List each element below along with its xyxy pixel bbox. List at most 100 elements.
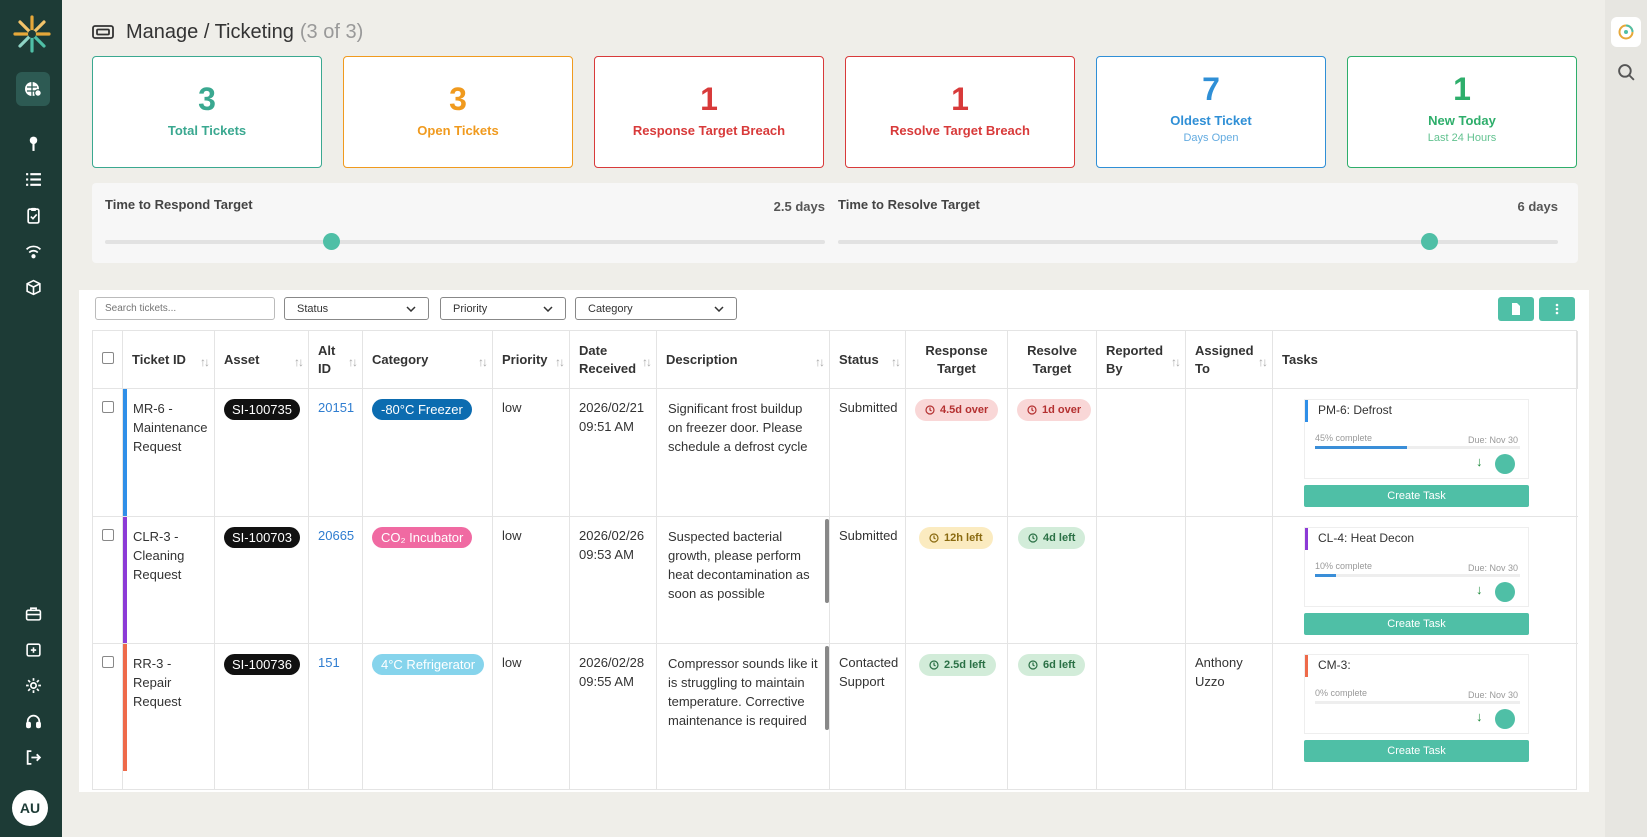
logout-icon[interactable] (24, 748, 42, 766)
clipboard-icon[interactable] (24, 206, 42, 224)
row-checkbox[interactable] (102, 656, 114, 668)
sort-icon[interactable]: ↑↓ (891, 355, 901, 369)
row-accent-bar (123, 389, 127, 516)
wifi-icon[interactable] (24, 242, 42, 260)
alt-id-link[interactable]: 20151 (318, 400, 355, 415)
task-due-date: Due: Nov 30 (1467, 690, 1518, 700)
respond-target-handle[interactable] (322, 233, 340, 250)
sidebar-item-dashboard[interactable] (16, 72, 50, 106)
summary-card[interactable]: 1 New Today Last 24 Hours (1347, 56, 1577, 168)
col-assigned-to[interactable]: Assigned To ↑↓ (1186, 331, 1273, 389)
col-status[interactable]: Status ↑↓ (830, 331, 906, 389)
ticket-id[interactable]: RR-3 - Repair Request (133, 656, 182, 709)
summary-card[interactable]: 3 Total Tickets (92, 56, 322, 168)
sort-icon[interactable]: ↑↓ (1171, 355, 1181, 369)
ticket-id[interactable]: CLR-3 - Cleaning Request (133, 529, 185, 582)
select-all-cell (93, 331, 123, 389)
description-text: Significant frost buildup on freezer doo… (668, 401, 808, 454)
ticket-icon (92, 25, 114, 39)
search-button[interactable] (1611, 57, 1641, 87)
sort-icon[interactable]: ↑↓ (478, 355, 488, 369)
sort-icon[interactable]: ↑↓ (294, 355, 304, 369)
sort-icon[interactable]: ↑↓ (1258, 355, 1268, 369)
create-task-button[interactable]: Create Task (1304, 613, 1529, 635)
col-alt-id[interactable]: Alt ID ↑↓ (309, 331, 363, 389)
asset-tag[interactable]: SI-100703 (224, 527, 300, 548)
col-date-received[interactable]: Date Received ↑↓ (570, 331, 657, 389)
row-checkbox[interactable] (102, 529, 114, 541)
list-icon[interactable] (24, 170, 42, 188)
col-resolve-target[interactable]: Resolve Target (1008, 331, 1097, 389)
task-progress-track (1315, 446, 1520, 449)
summary-card[interactable]: 3 Open Tickets (343, 56, 573, 168)
assigned-to: Anthony Uzzo (1195, 655, 1243, 689)
col-tasks[interactable]: Tasks (1273, 331, 1578, 389)
create-task-button[interactable]: Create Task (1304, 485, 1529, 507)
col-category[interactable]: Category ↑↓ (363, 331, 493, 389)
resolve-target-slider[interactable]: Time to Resolve Target 6 days (838, 197, 1558, 250)
alt-id-link[interactable]: 20665 (318, 528, 355, 543)
col-description[interactable]: Description ↑↓ (657, 331, 830, 389)
arrow-down-icon[interactable]: ↓ (1476, 582, 1483, 597)
location-pin-icon[interactable] (24, 134, 42, 152)
search-input[interactable] (95, 297, 275, 320)
assignee-avatar[interactable] (1495, 709, 1515, 729)
ticket-id[interactable]: MR-6 - Maintenance Request (133, 401, 208, 454)
create-task-button[interactable]: Create Task (1304, 740, 1529, 762)
export-button[interactable] (1498, 297, 1534, 321)
toolbox-icon[interactable] (24, 604, 42, 622)
resolve-target-value: 6 days (1517, 199, 1558, 214)
col-priority[interactable]: Priority ↑↓ (493, 331, 570, 389)
description-scrollbar[interactable] (825, 519, 829, 603)
assistant-button[interactable] (1611, 17, 1641, 47)
task-card[interactable]: CM-3: 0% complete Due: Nov 30 ↓ (1304, 654, 1529, 734)
app-logo[interactable] (12, 14, 52, 54)
asset-tag[interactable]: SI-100735 (224, 399, 300, 420)
assignee-avatar[interactable] (1495, 454, 1515, 474)
sort-icon[interactable]: ↑↓ (642, 355, 652, 369)
tickets-panel: Status Priority Category Ticket ID ↑↓ As… (79, 290, 1589, 792)
asset-tag[interactable]: SI-100736 (224, 654, 300, 675)
assignee-avatar[interactable] (1495, 582, 1515, 602)
card-number: 1 (700, 81, 718, 117)
summary-card[interactable]: 1 Resolve Target Breach (845, 56, 1075, 168)
sort-icon[interactable]: ↑↓ (815, 355, 825, 369)
tickets-table: Ticket ID ↑↓ Asset ↑↓ Alt ID ↑↓ Category… (92, 330, 1578, 790)
category-filter[interactable]: Category (575, 297, 737, 320)
description-scrollbar[interactable] (825, 646, 829, 730)
priority-filter-label: Priority (453, 302, 488, 315)
sort-icon[interactable]: ↑↓ (555, 355, 565, 369)
respond-target-slider[interactable]: Time to Respond Target 2.5 days (105, 197, 825, 250)
card-label: Oldest Ticket (1170, 113, 1252, 128)
select-all-checkbox[interactable] (102, 352, 114, 364)
more-options-button[interactable] (1539, 297, 1575, 321)
col-reported-by[interactable]: Reported By ↑↓ (1097, 331, 1186, 389)
col-ticket-id[interactable]: Ticket ID ↑↓ (123, 331, 215, 389)
col-asset[interactable]: Asset ↑↓ (215, 331, 309, 389)
box-icon[interactable] (24, 278, 42, 296)
column-divider (362, 389, 363, 789)
task-card[interactable]: CL-4: Heat Decon 10% complete Due: Nov 3… (1304, 527, 1529, 607)
medical-box-icon[interactable] (24, 640, 42, 658)
resolve-target-track[interactable] (838, 240, 1558, 244)
row-checkbox[interactable] (102, 401, 114, 413)
summary-card[interactable]: 1 Response Target Breach (594, 56, 824, 168)
column-header-label: Description (666, 352, 738, 367)
task-card[interactable]: PM-6: Defrost 45% complete Due: Nov 30 ↓ (1304, 399, 1529, 479)
resolve-target-handle[interactable] (1421, 233, 1439, 250)
task-due-date: Due: Nov 30 (1467, 563, 1518, 573)
col-response-target[interactable]: Response Target (906, 331, 1008, 389)
sort-icon[interactable]: ↑↓ (348, 355, 358, 369)
headset-icon[interactable] (24, 712, 42, 730)
status-filter[interactable]: Status (284, 297, 429, 320)
respond-target-track[interactable] (105, 240, 825, 244)
sort-icon[interactable]: ↑↓ (200, 355, 210, 369)
summary-card[interactable]: 7 Oldest Ticket Days Open (1096, 56, 1326, 168)
priority-filter[interactable]: Priority (440, 297, 566, 320)
card-label: Response Target Breach (632, 123, 786, 138)
arrow-down-icon[interactable]: ↓ (1476, 454, 1483, 469)
avatar[interactable]: AU (12, 790, 48, 826)
arrow-down-icon[interactable]: ↓ (1476, 709, 1483, 724)
alt-id-link[interactable]: 151 (318, 655, 340, 670)
gear-icon[interactable] (24, 676, 42, 694)
